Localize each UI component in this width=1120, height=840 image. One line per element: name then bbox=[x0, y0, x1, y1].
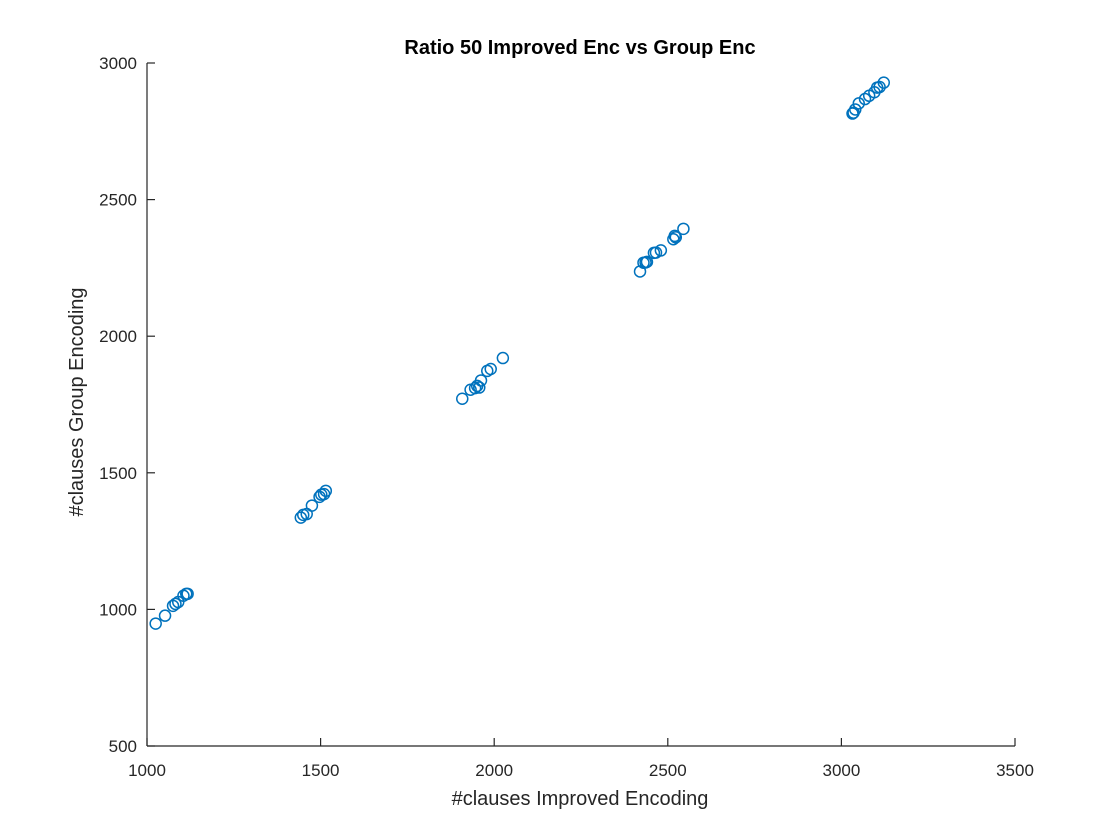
y-axis-ticks: 500 1000 1500 2000 2500 3000 bbox=[99, 54, 155, 756]
x-tick-label: 2500 bbox=[649, 761, 687, 780]
data-point bbox=[456, 392, 469, 406]
data-point bbox=[640, 255, 654, 269]
data-point bbox=[468, 381, 482, 395]
data-point bbox=[319, 484, 333, 498]
data-point bbox=[149, 617, 162, 630]
plot-axes bbox=[146, 63, 1015, 747]
y-tick-label: 3000 bbox=[99, 54, 137, 73]
y-axis-label: #clauses Group Encoding bbox=[66, 287, 88, 516]
data-point bbox=[858, 92, 872, 106]
data-point bbox=[474, 374, 488, 387]
x-tick-label: 2000 bbox=[475, 761, 513, 780]
data-point bbox=[677, 222, 690, 236]
x-axis-label: #clauses Improved Encoding bbox=[452, 788, 709, 810]
x-tick-label: 3500 bbox=[996, 761, 1034, 780]
chart-title: Ratio 50 Improved Enc vs Group Enc bbox=[404, 37, 755, 59]
data-point bbox=[873, 80, 886, 94]
data-point bbox=[877, 76, 891, 89]
data-points bbox=[149, 76, 891, 630]
y-tick-label: 2500 bbox=[99, 191, 137, 210]
y-tick-label: 500 bbox=[109, 737, 137, 756]
x-tick-label: 1500 bbox=[302, 761, 340, 780]
y-tick-label: 1000 bbox=[99, 600, 137, 619]
data-point bbox=[473, 381, 486, 394]
data-point bbox=[849, 103, 862, 116]
data-point bbox=[158, 609, 172, 622]
data-point bbox=[484, 362, 497, 376]
data-point bbox=[654, 244, 668, 257]
data-point bbox=[305, 499, 319, 512]
data-point bbox=[181, 587, 194, 601]
data-point bbox=[496, 351, 510, 365]
data-point bbox=[669, 231, 683, 244]
data-point bbox=[852, 97, 866, 110]
x-tick-label: 1000 bbox=[128, 761, 166, 780]
y-tick-label: 1500 bbox=[99, 464, 137, 483]
data-point bbox=[668, 229, 681, 243]
y-tick-label: 2000 bbox=[99, 327, 137, 346]
x-axis-ticks: 1000 1500 2000 2500 3000 3500 bbox=[128, 738, 1034, 780]
x-tick-label: 3000 bbox=[822, 761, 860, 780]
data-point bbox=[169, 597, 182, 611]
